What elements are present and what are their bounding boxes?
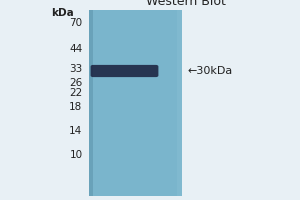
Text: 70: 70	[69, 18, 82, 28]
Text: 33: 33	[69, 64, 82, 74]
Text: Western Blot: Western Blot	[146, 0, 226, 8]
Bar	[88, 10, 93, 196]
Text: 22: 22	[69, 88, 82, 98]
Text: kDa: kDa	[51, 8, 74, 18]
Text: ←30kDa: ←30kDa	[188, 66, 233, 76]
Text: 18: 18	[69, 102, 82, 112]
Text: 10: 10	[69, 150, 82, 160]
Bar	[177, 10, 182, 196]
FancyBboxPatch shape	[91, 65, 158, 77]
Text: 14: 14	[69, 126, 82, 136]
Bar	[88, 10, 182, 196]
Text: 44: 44	[69, 44, 82, 54]
Text: 26: 26	[69, 78, 82, 88]
